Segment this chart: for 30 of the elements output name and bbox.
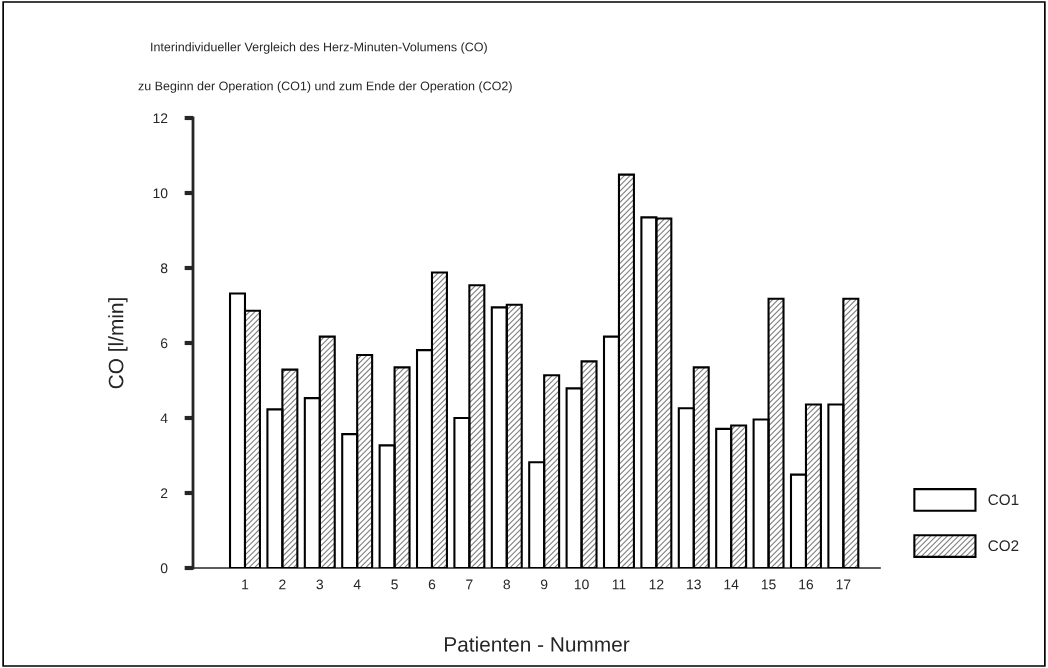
x-tick-label: 14 — [724, 579, 739, 590]
y-axis-title: CO [l/min] — [108, 298, 128, 389]
x-tick-label: 6 — [428, 579, 436, 590]
x-tick-label: 2 — [279, 579, 286, 590]
x-tick-label: 11 — [612, 579, 626, 590]
y-tick-label: 0 — [160, 563, 168, 574]
x-tick-label: 8 — [503, 579, 511, 590]
y-tick-label: 12 — [153, 113, 168, 124]
x-tick-label: 10 — [574, 579, 589, 590]
x-tick-label: 17 — [836, 579, 851, 590]
x-tick-label: 9 — [540, 579, 548, 590]
y-tick-label: 4 — [160, 413, 168, 424]
y-tick-label: 10 — [153, 188, 168, 199]
y-tick-label: 2 — [160, 488, 168, 499]
x-tick-label: 3 — [316, 579, 324, 590]
legend-label: CO2 — [988, 540, 1019, 552]
x-tick-label: 12 — [649, 579, 664, 590]
x-tick-label: 4 — [353, 579, 361, 590]
x-tick-label: 5 — [391, 579, 398, 590]
x-tick-label: 7 — [466, 579, 473, 590]
legend-label: CO1 — [988, 494, 1019, 506]
x-tick-label: 16 — [799, 579, 814, 590]
y-tick-label: 8 — [160, 263, 168, 274]
x-tick-label: 13 — [687, 579, 701, 590]
x-tick-label: 1 — [242, 579, 249, 590]
x-tick-label: 15 — [761, 579, 776, 590]
chart-subtitle: zu Beginn der Operation (CO1) und zum Ende der Operation (CO2) — [138, 81, 512, 93]
x-axis-title: Patienten - Nummer — [445, 636, 630, 652]
y-tick-label: 6 — [160, 338, 168, 349]
chart-title: Interindividueller Vergleich des Herz-Minuten-Volumens (CO) — [151, 42, 487, 54]
